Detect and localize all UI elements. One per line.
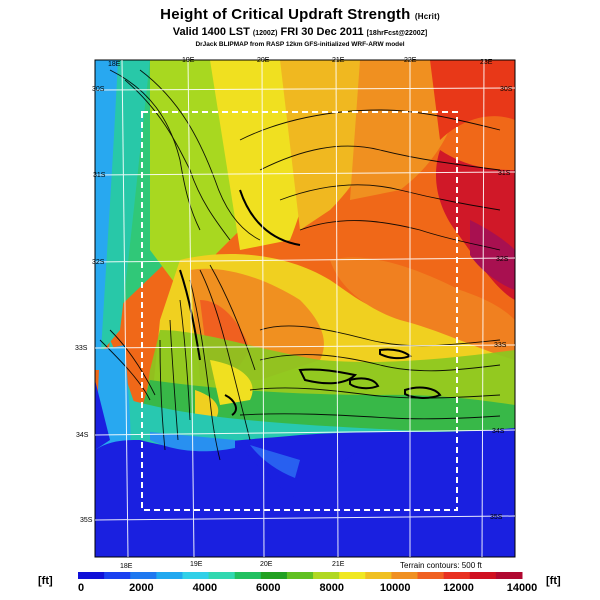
lat-label: 31S (93, 172, 106, 179)
colorbar-swatch (182, 572, 210, 579)
lon-label: 18E (120, 563, 133, 570)
lon-label: 19E (190, 561, 203, 568)
subtitle-forecast: [18hrFcst@2200Z] (366, 30, 428, 37)
lon-label: 20E (257, 57, 270, 64)
lat-label: 35S (490, 514, 503, 521)
colorbar-swatch (365, 572, 392, 579)
colorbar-swatch (495, 572, 523, 579)
lon-labels-top: 18E 19E 20E 21E 22E 23E (108, 57, 493, 68)
lon-label: 18E (108, 61, 121, 68)
colorbar-tick-label: 10000 (380, 582, 411, 594)
lat-label: 30S (92, 86, 105, 93)
subtitle-date: FRI 30 Dec 2011 (280, 26, 364, 38)
map-field (95, 60, 515, 557)
lon-label: 21E (332, 561, 345, 568)
chart-subtitle: Valid 1400 LST (1200Z) FRI 30 Dec 2011 [… (120, 26, 480, 38)
colorbar-swatch (286, 572, 314, 579)
colorbar-tick-label: 4000 (193, 582, 217, 594)
colorbar-tick-label: 6000 (256, 582, 280, 594)
lon-label: 21E (332, 57, 345, 64)
colorbar-tick-label: 14000 (507, 582, 538, 594)
title-unit: (Hcrit) (414, 12, 440, 21)
lon-label: 19E (182, 57, 195, 64)
chart-title: Height of Critical Updraft Strength (Hcr… (120, 6, 480, 23)
colorbar-unit-left: [ft] (38, 575, 53, 587)
inner-domain-box (141, 111, 458, 511)
colorbar-swatch (104, 572, 131, 579)
subtitle-code: (1200Z) (252, 30, 278, 37)
lon-labels-bottom: 18E 19E 20E 21E (120, 561, 345, 570)
lat-label: 30S (500, 86, 513, 93)
colorbar-unit-right: [ft] (546, 575, 561, 587)
map-frame (94, 59, 516, 558)
colorbar (78, 572, 523, 579)
model-credit: DrJack BLIPMAP from RASP 12km GFS-initia… (195, 41, 405, 48)
lat-label: 34S (492, 428, 505, 435)
colorbar-swatch (417, 572, 445, 579)
colorbar-swatch (391, 572, 419, 579)
title-text: Height of Critical Updraft Strength (160, 6, 411, 23)
colorbar-swatch (313, 572, 340, 579)
lat-label: 32S (92, 259, 105, 266)
lat-labels-right: 30S 31S 32S 33S 34S 35S (490, 86, 513, 521)
terrain-contours (99, 69, 501, 461)
terrain-note: Terrain contours: 500 ft (400, 561, 483, 570)
lat-label: 32S (496, 256, 509, 263)
lat-label: 33S (494, 342, 507, 349)
colorbar-tick-label: 8000 (319, 582, 343, 594)
lat-label: 35S (80, 517, 93, 524)
colorbar-ticks: 0 2000 4000 6000 8000 10000 12000 14000 (78, 582, 537, 594)
lat-label: 33S (75, 345, 88, 352)
lon-label: 23E (480, 59, 493, 66)
colorbar-tick-label: 0 (78, 582, 84, 594)
colorbar-swatch (469, 572, 497, 579)
lat-label: 31S (498, 170, 511, 177)
lat-labels-left: 30S 31S 32S 33S 34S 35S (75, 86, 106, 524)
subtitle-main: Valid 1400 LST (172, 26, 250, 38)
colorbar-swatch (130, 572, 157, 579)
colorbar-tick-label: 2000 (129, 582, 153, 594)
colorbar-swatch (339, 572, 366, 579)
colorbar-swatch (156, 572, 183, 579)
colorbar-swatch (443, 572, 471, 579)
colorbar-tick-label: 12000 (443, 582, 474, 594)
colorbar-swatch (208, 572, 236, 579)
lon-label: 20E (260, 561, 273, 568)
lon-label: 22E (404, 57, 417, 64)
latlon-grid (95, 60, 515, 557)
colorbar-swatch (78, 572, 105, 579)
colorbar-swatch (234, 572, 262, 579)
lat-label: 34S (76, 432, 89, 439)
colorbar-swatch (260, 572, 288, 579)
